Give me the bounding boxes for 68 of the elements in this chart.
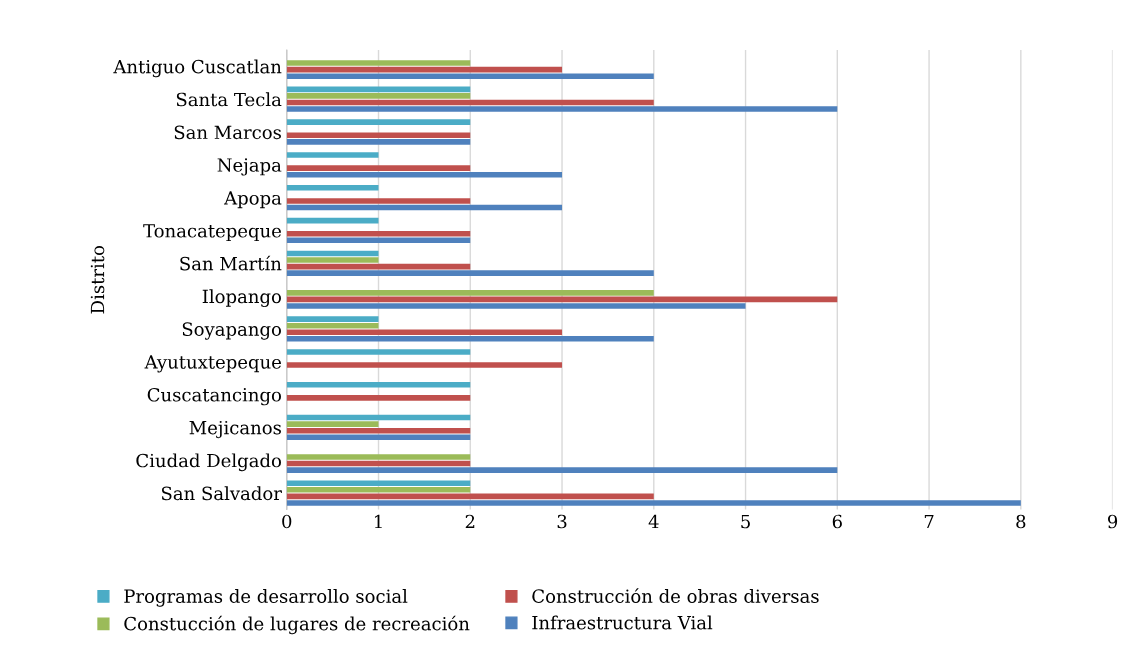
bar [286,493,654,500]
x-tick-label: 6 [832,514,842,529]
bar [286,395,471,401]
bar [286,73,654,79]
y-tick-label: Antiguo Cuscatlan [113,59,282,78]
bar [286,381,471,388]
bar [286,93,471,99]
y-tick-label: Apopa [223,191,282,209]
bar [286,290,654,296]
bar [286,171,563,178]
bar [286,257,379,263]
bar [286,349,471,355]
bar [286,296,838,303]
y-tick-label: Nejapa [217,158,282,176]
y-tick-label: Ayutuxtepeque [144,355,281,373]
bar [286,204,563,211]
bar [286,230,471,237]
bar [286,250,379,257]
bar [286,66,563,73]
bar [286,322,379,329]
bar [286,185,379,191]
x-tick-label: 8 [1016,514,1026,529]
x-tick-label: 1 [374,514,382,529]
bar [286,139,471,145]
bar [286,500,1021,506]
bar [286,106,838,112]
y-tick-label: Soyapango [182,322,281,340]
legend-label: Programas de desarrollo social [124,589,408,607]
x-tick-label: 3 [557,514,567,529]
bar [286,60,471,66]
bar [286,487,471,493]
legend-label: Construcción de obras diversas [532,588,819,603]
bar [286,217,379,224]
bar [286,198,471,204]
x-tick-label: 7 [924,514,934,529]
y-tick-label: Cuscatancingo [147,387,281,406]
x-tick-label: 9 [1107,514,1118,529]
legend-label: Infraestructura Vial [532,615,713,630]
bar [286,270,654,276]
bar [286,427,471,434]
bar [286,480,471,487]
bar [286,303,746,309]
y-tick-label: Ciudad Delgado [136,453,281,472]
bar [286,119,471,125]
y-tick-label: San Marcos [174,125,281,140]
x-tick-label: 4 [648,514,659,529]
y-axis-title: Distrito [90,245,105,314]
bar [286,329,563,336]
y-tick-label: Tonacatepeque [143,224,281,242]
y-tick-label: San Martín [180,255,282,271]
y-tick-label: Mejicanos [189,420,281,439]
x-tick-label: 5 [741,514,750,529]
y-tick-label: San Salvador [161,486,282,501]
x-tick-label: 0 [282,514,292,529]
bar [286,434,471,441]
bar [286,99,654,106]
bar [286,362,563,368]
bar [286,165,471,171]
bar [286,467,838,473]
y-tick-label: Santa Tecla [176,92,282,107]
x-tick-label: 2 [465,514,475,529]
bar [286,454,471,460]
bar [286,421,379,427]
bar [286,316,379,322]
legend-label: Constucción de lugares de recreación [124,615,470,635]
bar [286,152,379,158]
y-tick-label: Ilopango [202,289,281,307]
bar [286,336,654,342]
